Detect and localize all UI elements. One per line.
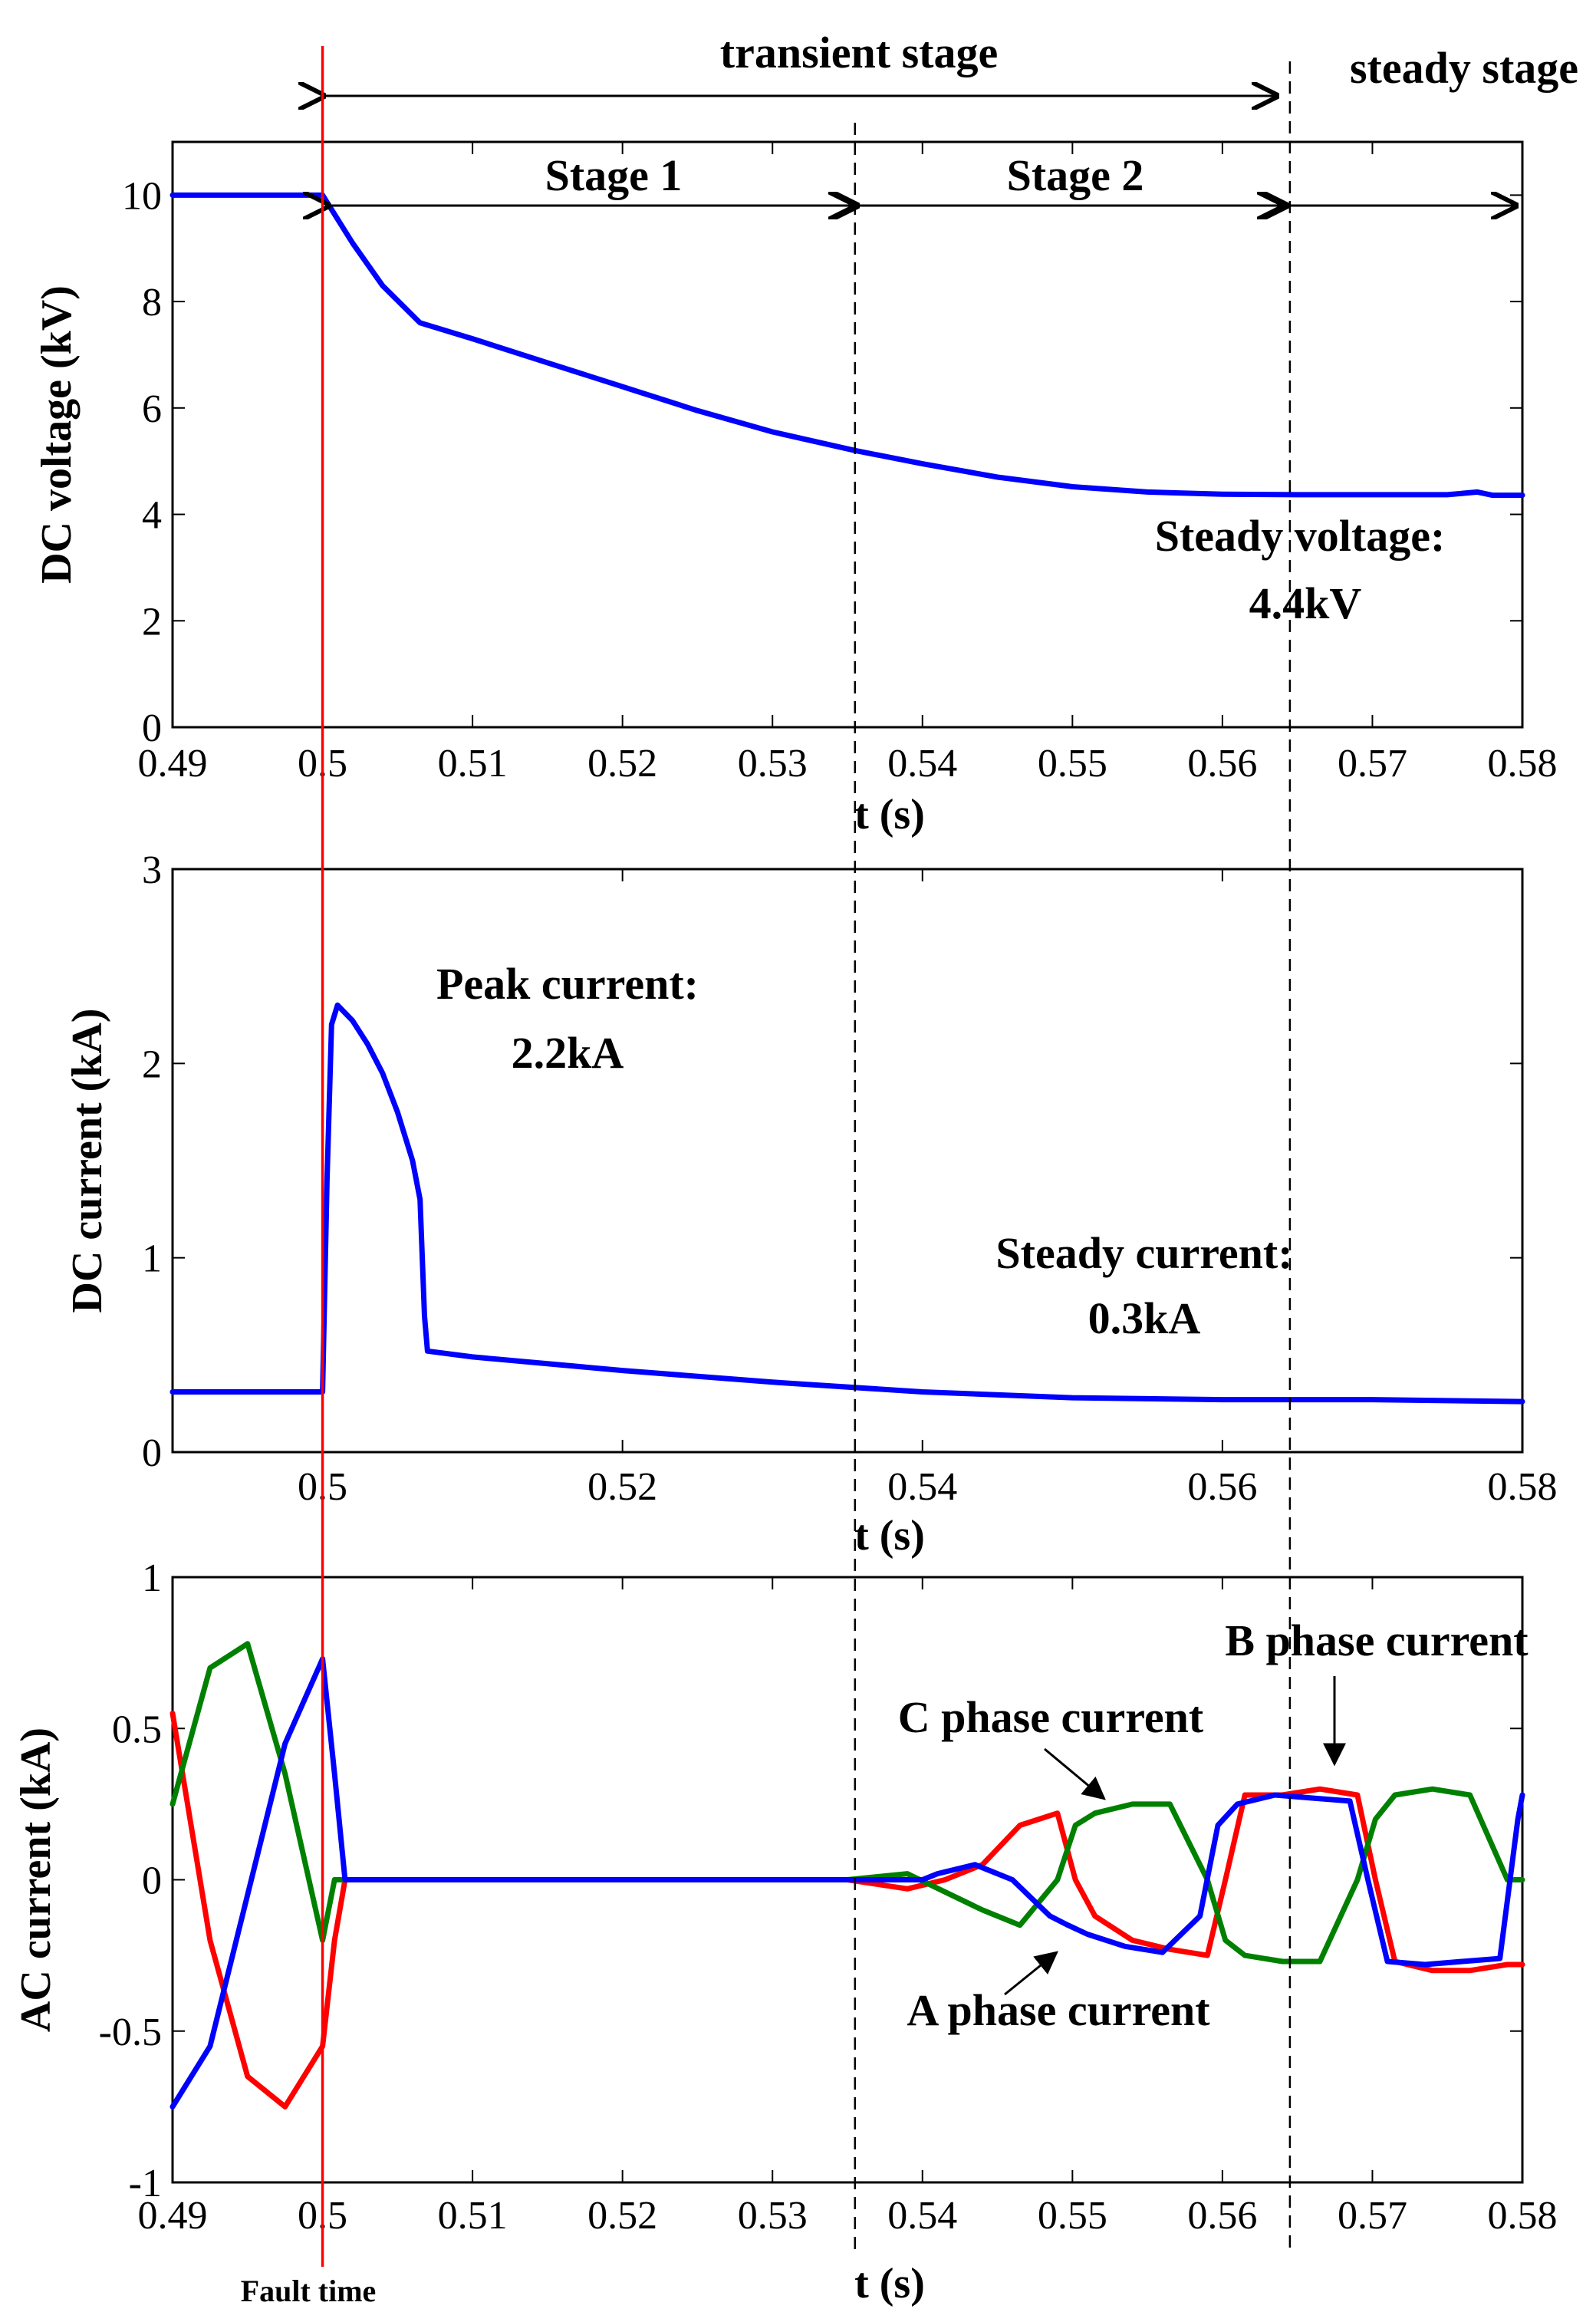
y-tick-label: 0 — [142, 706, 162, 750]
plot-frame — [171, 140, 1524, 729]
x-tick-label: 0.53 — [738, 742, 808, 786]
y-tick-label: 2 — [142, 1042, 162, 1086]
x-tick-label: 0.51 — [438, 742, 508, 786]
peak-current-annotation: Peak current: — [436, 959, 699, 1009]
y-tick-label: -1 — [129, 2162, 162, 2205]
x-tick-label: 0.54 — [887, 742, 957, 786]
a-phase-current-line — [169, 1656, 1525, 2110]
x-tick-label: 0.58 — [1488, 2194, 1558, 2238]
y-tick-label: 1 — [142, 1237, 162, 1281]
y-tick-label: 8 — [142, 281, 162, 324]
x-tick-label: 0.52 — [587, 2194, 657, 2238]
dc-voltage-panel: 0.49 0.5 0.51 0.52 0.53 0.54 0.55 0.56 0.57 0.580… — [33, 140, 1558, 838]
series-line — [169, 1002, 1525, 1405]
x-tick-label: 0.49 — [138, 2194, 208, 2238]
x-tick-label: 0.55 — [1038, 742, 1107, 786]
fault-time-label: Fault time — [241, 2274, 377, 2308]
x-tick-label: 0.52 — [587, 742, 657, 786]
c-phase-pointer — [1044, 1747, 1106, 1800]
y-tick-label: 0 — [142, 1431, 162, 1475]
c-phase-current-line — [169, 1641, 1525, 1965]
c-phase-annotation: C phase current — [898, 1692, 1204, 1742]
x-tick-label: 0.54 — [887, 2194, 957, 2238]
vertical-markers — [321, 46, 1292, 2267]
x-tick-label: 0.52 — [587, 1465, 657, 1509]
a-phase-annotation: A phase current — [907, 1985, 1210, 2035]
plot-frame — [171, 868, 1524, 1454]
y-axis-label: DC current (kA) — [64, 1008, 111, 1313]
x-tick-label: 0.51 — [438, 2194, 508, 2238]
stage2-label: Stage 2 — [1007, 150, 1144, 200]
a-phase-pointer — [1004, 1951, 1058, 1996]
x-tick-label: 0.54 — [887, 1465, 957, 1509]
y-tick-label: 1 — [142, 1556, 162, 1600]
x-tick-label: 0.58 — [1488, 742, 1558, 786]
y-tick-label: -0.5 — [99, 2011, 162, 2054]
series-line — [169, 192, 1525, 499]
b-phase-current-line — [169, 1711, 1525, 2110]
peak-current-value: 2.2kA — [512, 1028, 624, 1078]
y-axis-label: DC voltage (kV) — [33, 285, 81, 584]
x-tick-label: 0.56 — [1187, 742, 1257, 786]
y-tick-label: 3 — [142, 848, 162, 892]
x-tick-label: 0.56 — [1187, 1465, 1257, 1509]
steady-voltage-value: 4.4kV — [1249, 578, 1362, 628]
steady-stage-label: steady stage — [1350, 43, 1578, 93]
stage1-label: Stage 1 — [545, 150, 683, 200]
x-axis-label: t (s) — [854, 2260, 925, 2307]
y-tick-label: 4 — [142, 494, 162, 538]
x-tick-label: 0.57 — [1338, 2194, 1407, 2238]
transient-stage-label: transient stage — [720, 28, 998, 77]
y-tick-label: 0 — [142, 1859, 162, 1903]
x-tick-label: 0.58 — [1488, 1465, 1558, 1509]
y-tick-label: 6 — [142, 387, 162, 431]
b-phase-annotation: B phase current — [1225, 1616, 1529, 1665]
x-tick-label: 0.57 — [1338, 742, 1407, 786]
y-tick-label: 0.5 — [112, 1708, 162, 1751]
x-tick-label: 0.56 — [1187, 2194, 1257, 2238]
x-tick-label: 0.55 — [1038, 2194, 1107, 2238]
y-axis-label: AC current (kA) — [12, 1728, 60, 2032]
y-tick-label: 10 — [122, 174, 162, 218]
x-axis-label: t (s) — [854, 791, 925, 838]
y-tick-label: 2 — [142, 600, 162, 644]
x-tick-label: 0.49 — [138, 742, 208, 786]
steady-current-annotation: Steady current: — [995, 1228, 1292, 1278]
steady-voltage-annotation: Steady voltage: — [1155, 511, 1446, 561]
x-axis-label: t (s) — [854, 1512, 925, 1560]
x-tick-label: 0.53 — [738, 2194, 808, 2238]
steady-current-value: 0.3kA — [1088, 1293, 1201, 1343]
ac-current-panel: 0.49 0.5 0.51 0.52 0.53 0.54 0.55 0.56 0.57 0.58 -… — [12, 1556, 1558, 2307]
